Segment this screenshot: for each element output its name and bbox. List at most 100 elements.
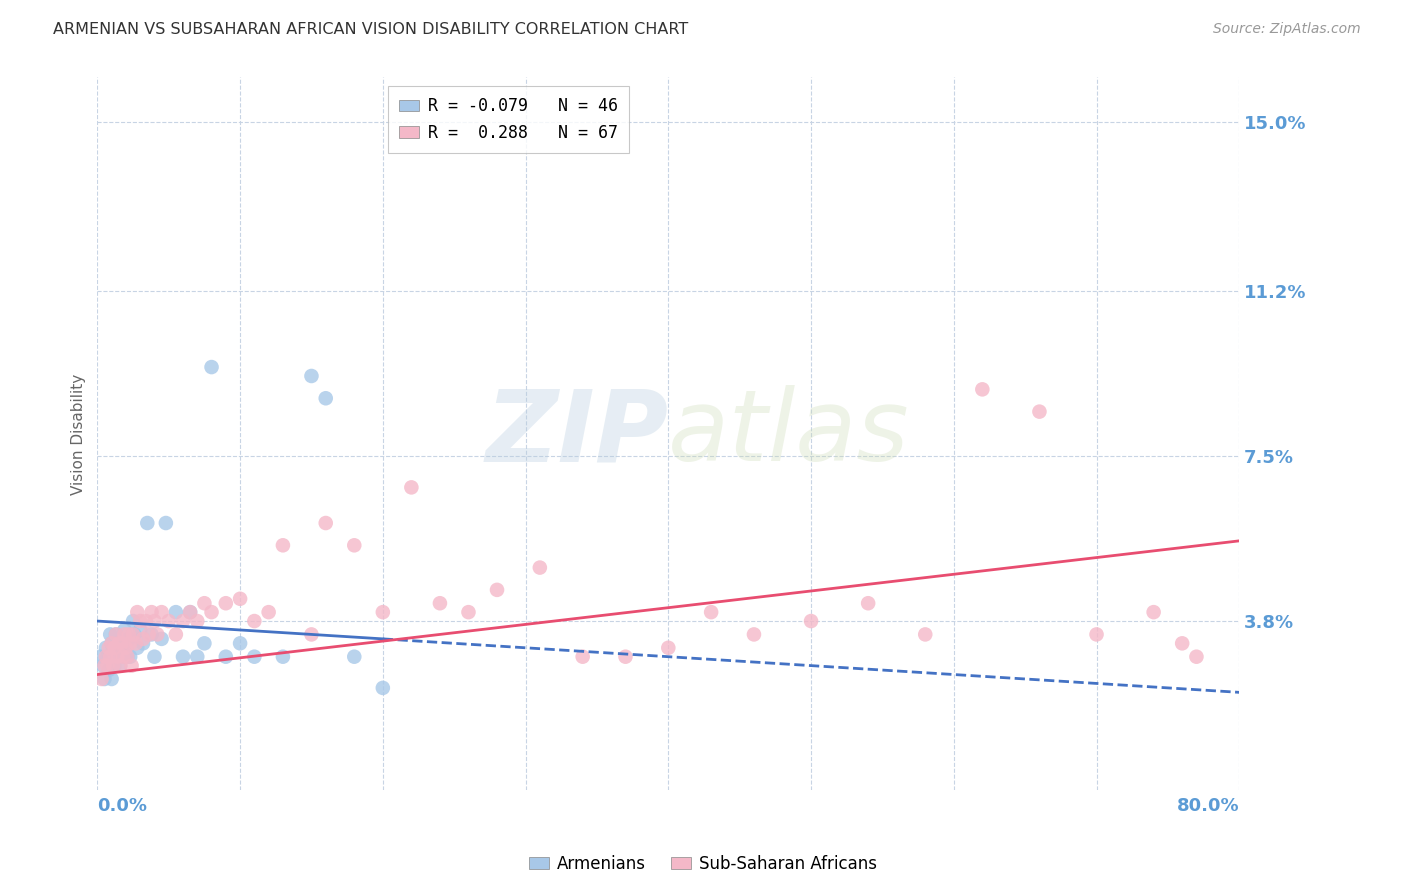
Point [529,560,551,574]
Point [343,649,366,664]
Point [200,605,222,619]
Point [371,681,394,695]
Point [127,640,149,655]
Point [129,623,152,637]
Point [155,516,177,530]
Point [179,605,201,619]
Point [657,640,679,655]
Point [143,614,166,628]
Point [215,649,238,664]
Text: 0.0%: 0.0% [97,797,148,814]
Point [271,649,294,664]
Point [101,640,124,655]
Text: Source: ZipAtlas.com: Source: ZipAtlas.com [1213,22,1361,37]
Point [1085,627,1108,641]
Point [108,658,131,673]
Point [243,614,266,628]
Point [117,649,139,664]
Point [94,640,117,655]
Point [110,640,132,655]
Point [193,596,215,610]
Point [122,614,145,628]
Point [614,649,637,664]
Point [138,627,160,641]
Point [100,636,122,650]
Point [93,672,115,686]
Point [103,640,125,655]
Point [89,649,111,664]
Point [315,516,337,530]
Point [165,605,187,619]
Point [97,640,120,655]
Point [150,605,173,619]
Y-axis label: Vision Disability: Vision Disability [72,373,86,494]
Point [96,658,118,673]
Point [117,649,139,664]
Point [200,360,222,375]
Point [157,614,180,628]
Text: ZIP: ZIP [485,385,668,483]
Point [120,649,142,664]
Point [972,382,994,396]
Point [229,636,252,650]
Point [98,627,121,641]
Point [429,596,451,610]
Legend: R = -0.079   N = 46, R =  0.288   N = 67: R = -0.079 N = 46, R = 0.288 N = 67 [388,86,630,153]
Point [107,636,129,650]
Point [105,649,128,664]
Point [301,369,323,384]
Point [1185,649,1208,664]
Point [132,632,155,646]
Point [94,649,117,664]
Point [115,640,138,655]
Point [93,658,115,673]
Point [103,658,125,673]
Point [112,649,135,664]
Point [141,605,163,619]
Point [135,614,157,628]
Point [371,605,394,619]
Point [129,614,152,628]
Point [141,627,163,641]
Point [243,649,266,664]
Point [401,480,423,494]
Point [107,636,129,650]
Point [571,649,593,664]
Point [146,627,169,641]
Point [193,636,215,650]
Point [114,627,136,641]
Point [118,627,141,641]
Point [215,596,238,610]
Point [108,658,131,673]
Point [121,658,143,673]
Point [486,582,509,597]
Point [120,636,142,650]
Point [1028,404,1050,418]
Point [127,605,149,619]
Legend: Armenians, Sub-Saharan Africans: Armenians, Sub-Saharan Africans [522,848,884,880]
Point [856,596,879,610]
Point [271,538,294,552]
Point [914,627,936,641]
Point [125,636,148,650]
Point [96,649,118,664]
Point [104,627,127,641]
Text: ARMENIAN VS SUBSAHARAN AFRICAN VISION DISABILITY CORRELATION CHART: ARMENIAN VS SUBSAHARAN AFRICAN VISION DI… [53,22,689,37]
Point [742,627,765,641]
Point [143,649,166,664]
Point [112,649,135,664]
Point [115,636,138,650]
Point [186,614,208,628]
Point [105,649,128,664]
Point [800,614,823,628]
Point [229,591,252,606]
Point [104,627,127,641]
Point [122,627,145,641]
Text: 80.0%: 80.0% [1177,797,1239,814]
Point [114,623,136,637]
Text: atlas: atlas [668,385,910,483]
Point [97,663,120,677]
Point [186,649,208,664]
Point [1171,636,1194,650]
Point [179,605,201,619]
